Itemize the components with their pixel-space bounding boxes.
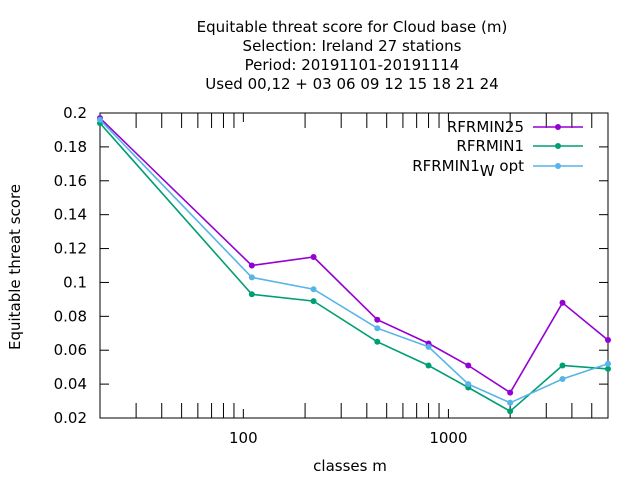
x-tick-label: 100 bbox=[229, 429, 258, 447]
y-tick-label: 0.1 bbox=[63, 273, 87, 291]
data-point bbox=[374, 338, 381, 345]
series-3 bbox=[97, 116, 611, 406]
x-tick-label: 1000 bbox=[429, 429, 467, 447]
x-axis-label: classes m bbox=[313, 457, 387, 475]
data-point bbox=[248, 291, 255, 298]
data-point bbox=[507, 399, 514, 406]
data-point bbox=[425, 362, 432, 369]
legend-marker bbox=[555, 124, 561, 130]
y-tick-label: 0.08 bbox=[54, 307, 87, 325]
legend-marker bbox=[555, 143, 561, 149]
legend-label: RFRMIN25 bbox=[447, 118, 524, 136]
data-point bbox=[248, 274, 255, 281]
data-point bbox=[605, 365, 611, 372]
title-line-1: Equitable threat score for Cloud base (m… bbox=[197, 18, 508, 36]
data-point bbox=[97, 116, 103, 123]
series-line bbox=[99, 119, 609, 404]
data-point bbox=[605, 360, 611, 367]
y-tick-label: 0.04 bbox=[54, 375, 87, 393]
data-point bbox=[559, 299, 566, 306]
data-point bbox=[465, 381, 472, 388]
data-point bbox=[465, 362, 472, 369]
y-tick-label: 0.18 bbox=[54, 138, 87, 156]
title-line-2: Selection: Ireland 27 stations bbox=[243, 37, 462, 55]
legend-label: RFRMIN1W opt bbox=[412, 157, 524, 180]
legend-item-3: RFRMIN1W opt bbox=[412, 157, 583, 180]
plot-axes: 0.02 0.04 0.06 0.08 0.1 0.12 0.14 0.16 0.18 0.2 10… bbox=[54, 104, 609, 447]
data-point bbox=[559, 362, 566, 369]
data-point bbox=[248, 262, 255, 269]
legend-label: RFRMIN1 bbox=[456, 137, 524, 155]
legend-marker bbox=[555, 163, 561, 169]
data-point bbox=[310, 254, 317, 261]
title-line-3: Period: 20191101-20191114 bbox=[245, 56, 460, 74]
series-layer bbox=[97, 115, 611, 415]
y-tick-label: 0.2 bbox=[63, 104, 87, 122]
plot-frame bbox=[99, 112, 609, 419]
series-line bbox=[99, 122, 609, 413]
y-tick-label: 0.02 bbox=[54, 409, 87, 427]
data-point bbox=[559, 376, 566, 383]
y-tick-label: 0.16 bbox=[54, 172, 87, 190]
title-line-4: Used 00,12 + 03 06 09 12 15 18 21 24 bbox=[205, 75, 498, 93]
data-point bbox=[605, 337, 611, 344]
series-2 bbox=[97, 120, 611, 415]
data-point bbox=[310, 298, 317, 305]
y-axis-label: Equitable threat score bbox=[6, 184, 24, 350]
series-line bbox=[99, 117, 609, 394]
series-1 bbox=[97, 115, 611, 396]
legend-item-1: RFRMIN25 bbox=[447, 118, 583, 136]
y-tick-label: 0.06 bbox=[54, 341, 87, 359]
data-point bbox=[374, 325, 381, 332]
data-point bbox=[507, 389, 514, 396]
chart-title: Equitable threat score for Cloud base (m… bbox=[197, 18, 508, 93]
data-point bbox=[374, 316, 381, 323]
data-point bbox=[425, 343, 432, 350]
data-point bbox=[507, 408, 514, 415]
data-point bbox=[310, 286, 317, 293]
y-tick-label: 0.12 bbox=[54, 240, 87, 258]
legend-item-2: RFRMIN1 bbox=[456, 137, 583, 155]
y-tick-label: 0.14 bbox=[54, 206, 87, 224]
